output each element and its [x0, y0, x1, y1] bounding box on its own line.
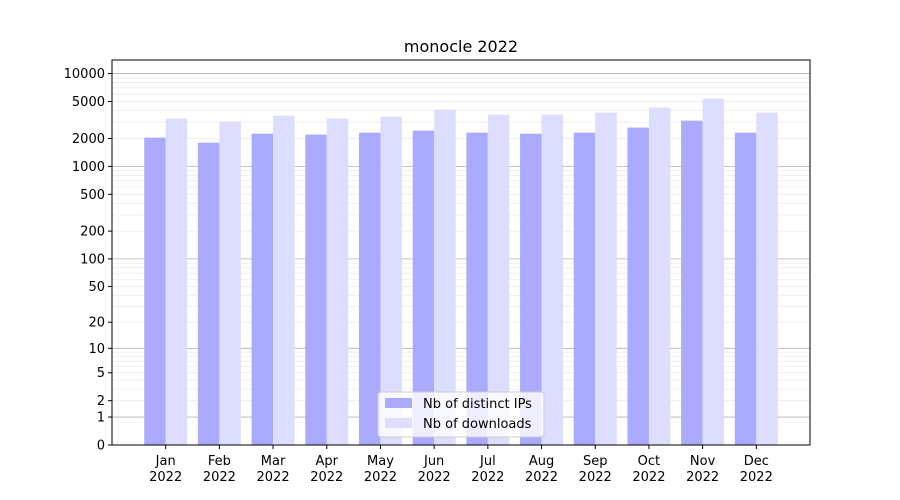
bar-distinct-ips [627, 127, 649, 445]
x-tick-label: Jul 2022 [471, 454, 504, 485]
legend-box [377, 391, 545, 438]
plot-frame [111, 59, 811, 446]
y-tick-label: 1 [97, 411, 105, 426]
bar-downloads [595, 112, 617, 445]
chart-title: monocle 2022 [404, 37, 518, 56]
y-tick-label: 0 [97, 439, 105, 454]
bar-downloads [326, 118, 349, 446]
bar-distinct-ips [520, 133, 542, 445]
y-tick-label: 20 [88, 316, 105, 331]
x-tick-label: May 2022 [364, 454, 397, 485]
bar-downloads [487, 114, 510, 445]
bar-distinct-ips [573, 132, 596, 446]
bar-distinct-ips [251, 133, 274, 445]
bar-distinct-ips [305, 134, 327, 445]
x-tick-label: Aug 2022 [525, 454, 558, 485]
bar-distinct-ips [681, 120, 703, 445]
bar-downloads [756, 112, 778, 445]
bar-distinct-ips [197, 142, 220, 445]
bar-distinct-ips [466, 132, 488, 446]
bar-distinct-ips [412, 130, 435, 445]
bar-distinct-ips [358, 132, 381, 446]
x-tick-label: Mar 2022 [257, 454, 290, 485]
y-tick-label: 2 [97, 394, 105, 409]
bar-downloads [380, 116, 402, 445]
x-tick-label: Sep 2022 [579, 454, 612, 485]
y-tick-label: 50 [88, 280, 105, 295]
y-tick-label: 500 [80, 188, 105, 203]
x-tick-label: Oct 2022 [632, 454, 665, 485]
y-tick-label: 100 [80, 252, 105, 267]
legend-label: Nb of downloads [423, 417, 532, 432]
y-tick-label: 5 [97, 366, 105, 381]
x-tick-label: Feb 2022 [203, 454, 236, 485]
x-tick-label: Jan 2022 [149, 454, 182, 485]
legend-swatch [385, 398, 412, 408]
y-tick-label: 10 [88, 342, 105, 357]
y-tick-label: 10000 [64, 67, 105, 82]
y-tick-label: 5000 [72, 95, 105, 110]
bar-distinct-ips [734, 132, 757, 446]
bar-downloads [541, 114, 564, 445]
legend-swatch [385, 418, 412, 428]
legend-label: Nb of distinct IPs [423, 397, 532, 412]
bar-downloads [648, 107, 671, 446]
legend: Nb of distinct IPs Nb of downloads [377, 391, 545, 438]
bar-downloads [702, 98, 725, 445]
bar-downloads [165, 118, 188, 446]
y-tick-label: 1000 [72, 160, 105, 175]
bar-downloads [273, 115, 295, 445]
y-tick-label: 2000 [72, 132, 105, 147]
bar-downloads [434, 109, 456, 445]
y-tick-label: 200 [80, 225, 105, 240]
x-tick-label: Apr 2022 [310, 454, 343, 485]
bar-downloads [219, 121, 241, 445]
x-tick-label: Jun 2022 [418, 454, 451, 485]
x-tick-label: Nov 2022 [686, 454, 719, 485]
x-tick-label: Dec 2022 [740, 454, 773, 485]
bar-distinct-ips [144, 137, 166, 445]
